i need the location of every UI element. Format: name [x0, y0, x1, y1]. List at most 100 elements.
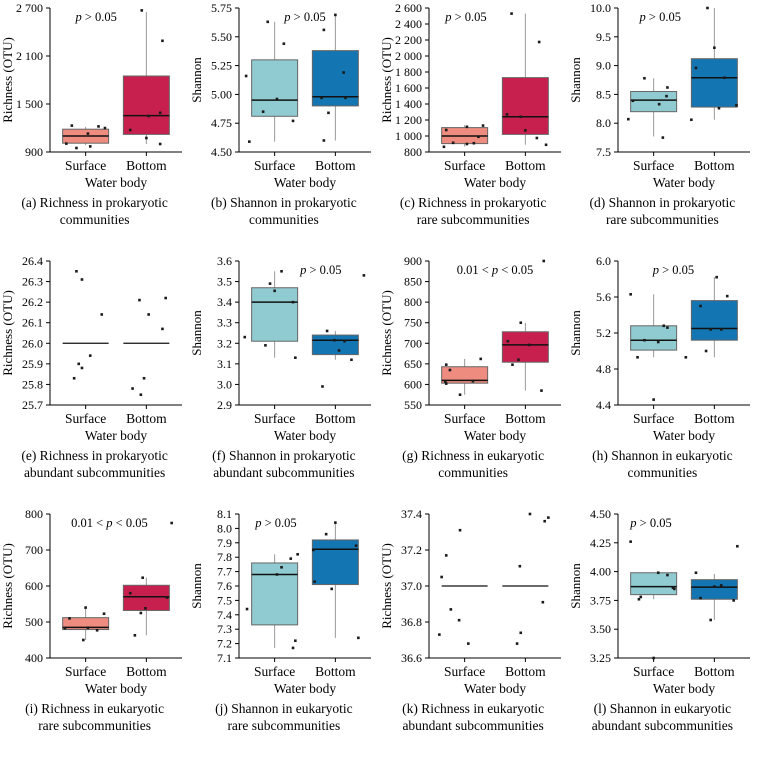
data-point: [65, 142, 68, 145]
surface-group: [62, 269, 109, 380]
data-point: [334, 13, 338, 17]
data-point: [142, 376, 146, 380]
x-axis-label: Water body: [85, 681, 148, 696]
data-point: [129, 591, 132, 595]
data-point: [246, 607, 249, 611]
y-tick-label: 36.6: [401, 651, 422, 665]
category-label-bottom: Bottom: [694, 664, 735, 679]
panel-caption-c: (c) Richness in prokaryotic rare subcommu…: [379, 194, 568, 228]
data-point: [712, 585, 716, 588]
data-point: [343, 339, 347, 343]
y-tick-label: 26.4: [22, 254, 43, 268]
surface-group: [245, 20, 299, 143]
surface-group: [440, 357, 488, 397]
boxplot-f: 2.9 3.0 3.1 3.2 3.3 3.4 3.5 3.6 Shannon p > 0.05 S…: [189, 254, 372, 443]
iqr-box: [690, 300, 738, 341]
bottom-group: [690, 544, 739, 622]
data-point: [80, 278, 84, 281]
y-axis-label: Shannon: [568, 563, 583, 609]
surface-group: [246, 553, 300, 650]
category-label-bottom: Bottom: [505, 158, 546, 173]
y-tick-label: 650: [404, 357, 422, 371]
data-point: [444, 382, 448, 385]
data-point: [689, 118, 693, 122]
data-point: [325, 532, 328, 536]
data-point: [327, 111, 331, 115]
data-point: [694, 66, 698, 70]
iqr-box: [690, 579, 738, 600]
data-point: [471, 379, 474, 383]
data-point: [672, 587, 676, 591]
bottom-group: [122, 521, 174, 637]
data-point: [665, 94, 668, 98]
panel-j: 7.1 7.2 7.3 7.4 7.5 7.6 7.7 7.8 7.9 8.0 8.1 Shannon…: [189, 506, 378, 759]
category-label-bottom: Bottom: [505, 664, 546, 679]
data-point: [661, 136, 665, 139]
x-axis-label: Water body: [85, 175, 148, 190]
data-point: [292, 119, 295, 123]
data-point: [505, 113, 508, 116]
data-point: [699, 304, 702, 308]
panel-caption-h: (h) Shannon in eukaryotic communities: [568, 447, 757, 481]
data-point: [666, 326, 669, 329]
category-label-bottom: Bottom: [315, 664, 356, 679]
category-label-surface: Surface: [633, 664, 674, 679]
y-tick-label: 9.5: [596, 30, 611, 44]
surface-group: [62, 124, 110, 150]
data-point: [75, 269, 78, 273]
data-point: [684, 356, 688, 359]
y-tick-label: 4.50: [590, 507, 611, 521]
caption-line: rare subcommunities: [416, 212, 530, 227]
y-tick-label: 7.4: [217, 608, 232, 622]
surface-group: [437, 528, 488, 645]
data-point: [712, 46, 716, 50]
caption-line: communities: [59, 212, 130, 227]
data-point: [133, 634, 137, 637]
boxplot-j: 7.17.27.37.47.57.67.77.87.98.08.1 Shannon…: [189, 507, 372, 696]
bottom-group: [122, 9, 170, 146]
data-point: [709, 328, 712, 331]
data-point: [516, 358, 520, 362]
surface-group: [62, 606, 110, 642]
category-label-surface: Surface: [65, 411, 106, 426]
data-point: [165, 596, 169, 599]
y-tick-label: 800: [404, 145, 422, 159]
bottom-group: [312, 13, 360, 142]
data-point: [639, 595, 642, 599]
panel-f: 2.9 3.0 3.1 3.2 3.3 3.4 3.5 3.6 Shannon p > 0.05 S…: [189, 253, 378, 506]
y-tick-label: 4.8: [596, 362, 611, 376]
bottom-group: [684, 275, 738, 359]
y-tick-label: 36.8: [401, 615, 422, 629]
data-point: [262, 110, 265, 113]
category-label-surface: Surface: [633, 158, 674, 173]
iqr-box: [630, 325, 678, 351]
iqr-box: [251, 287, 299, 342]
boxplot-h: 4.4 4.8 5.2 5.6 6.0 Shannon p > 0.05 Surface Bot…: [568, 254, 750, 443]
data-point: [102, 612, 106, 616]
data-point: [458, 528, 461, 532]
y-tick-label: 500: [25, 615, 43, 629]
data-point: [296, 553, 300, 556]
data-point: [662, 324, 665, 328]
data-point: [476, 135, 480, 139]
y-tick-label: 3.1: [217, 357, 232, 371]
data-point: [245, 74, 248, 78]
y-tick-label: 8.0: [217, 521, 232, 535]
bottom-group: [501, 512, 550, 645]
data-point: [629, 293, 632, 296]
data-point: [70, 124, 74, 127]
y-tick-label: 7.5: [596, 145, 611, 159]
y-tick-label: 1 400: [395, 97, 422, 111]
y-tick-label: 400: [25, 651, 43, 665]
data-point: [735, 544, 739, 548]
data-point: [161, 327, 164, 331]
surface-group: [629, 293, 678, 401]
data-point: [289, 557, 293, 560]
panel-caption-a: (a) Richness in prokaryotic communities: [0, 194, 189, 228]
iqr-box: [312, 539, 360, 586]
data-point: [444, 363, 448, 366]
iqr-box: [312, 334, 360, 356]
data-point: [276, 97, 279, 101]
y-tick-label: 5.00: [211, 87, 232, 101]
y-axis-label: Richness (OTU): [379, 37, 394, 123]
